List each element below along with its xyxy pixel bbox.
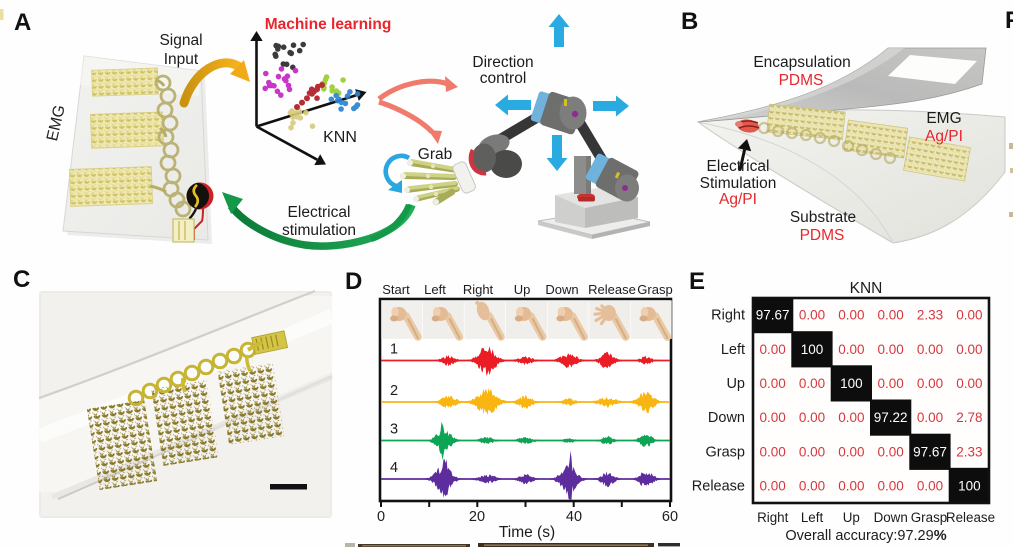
- svg-text:Right: Right: [463, 282, 494, 297]
- svg-text:KNN: KNN: [323, 129, 357, 146]
- svg-text:0.00: 0.00: [799, 478, 825, 493]
- svg-text:Encapsulation: Encapsulation: [753, 54, 850, 71]
- svg-text:0.00: 0.00: [760, 410, 786, 425]
- svg-text:Machine learning: Machine learning: [265, 16, 392, 33]
- svg-text:100: 100: [840, 376, 863, 391]
- svg-text:Release: Release: [946, 510, 995, 525]
- svg-text:Start: Start: [382, 282, 410, 297]
- svg-text:Down: Down: [545, 282, 578, 297]
- svg-text:Electrical: Electrical: [707, 158, 770, 175]
- svg-text:Left: Left: [721, 342, 745, 358]
- svg-text:0.00: 0.00: [956, 342, 982, 357]
- svg-text:PDMS: PDMS: [800, 227, 845, 244]
- svg-text:Electrical: Electrical: [288, 204, 351, 221]
- svg-text:0.00: 0.00: [760, 342, 786, 357]
- svg-text:Grasp: Grasp: [911, 510, 947, 525]
- svg-text:B: B: [681, 8, 698, 35]
- svg-text:Right: Right: [757, 510, 789, 525]
- svg-text:100: 100: [801, 342, 824, 357]
- svg-text:Left: Left: [424, 282, 446, 297]
- svg-text:Grab: Grab: [418, 146, 452, 163]
- svg-text:0.00: 0.00: [799, 410, 825, 425]
- svg-text:Up: Up: [843, 510, 860, 525]
- svg-text:2.33: 2.33: [956, 444, 982, 459]
- svg-text:0.00: 0.00: [838, 410, 864, 425]
- svg-text:Signal: Signal: [159, 32, 202, 49]
- svg-text:60: 60: [662, 509, 678, 525]
- svg-text:C: C: [13, 266, 30, 293]
- svg-text:E: E: [689, 268, 705, 295]
- svg-text:0.00: 0.00: [878, 342, 904, 357]
- svg-text:0.00: 0.00: [838, 444, 864, 459]
- svg-text:0.00: 0.00: [878, 308, 904, 323]
- svg-text:Grasp: Grasp: [637, 282, 672, 297]
- svg-text:stimulation: stimulation: [282, 222, 356, 239]
- svg-text:97.22: 97.22: [874, 410, 908, 425]
- svg-text:0.00: 0.00: [760, 444, 786, 459]
- svg-text:control: control: [480, 70, 527, 87]
- svg-text:0: 0: [377, 509, 385, 525]
- svg-text:2.78: 2.78: [956, 410, 982, 425]
- svg-text:EMG: EMG: [926, 110, 961, 127]
- svg-text:0.00: 0.00: [956, 376, 982, 391]
- svg-text:Release: Release: [588, 282, 636, 297]
- svg-text:0.00: 0.00: [956, 308, 982, 323]
- svg-text:A: A: [14, 9, 31, 36]
- svg-text:Overall accuracy:97.29%: Overall accuracy:97.29%: [785, 528, 946, 544]
- svg-text:Ag/PI: Ag/PI: [925, 128, 963, 145]
- svg-text:Substrate: Substrate: [790, 209, 856, 226]
- svg-text:2.33: 2.33: [917, 308, 943, 323]
- svg-text:0.00: 0.00: [878, 444, 904, 459]
- svg-text:0.00: 0.00: [760, 376, 786, 391]
- svg-text:Release: Release: [692, 478, 745, 494]
- svg-text:Up: Up: [514, 282, 531, 297]
- svg-text:0.00: 0.00: [760, 478, 786, 493]
- svg-text:Right: Right: [711, 308, 745, 324]
- svg-text:0.00: 0.00: [838, 308, 864, 323]
- svg-text:0.00: 0.00: [799, 376, 825, 391]
- svg-text:0.00: 0.00: [917, 342, 943, 357]
- svg-text:KNN: KNN: [850, 280, 883, 297]
- svg-text:20: 20: [469, 509, 485, 525]
- svg-text:PDMS: PDMS: [779, 72, 824, 89]
- svg-text:0.00: 0.00: [838, 342, 864, 357]
- svg-text:Down: Down: [708, 410, 745, 426]
- svg-text:Input: Input: [164, 51, 199, 68]
- svg-text:Time (s): Time (s): [499, 524, 555, 541]
- svg-text:0.00: 0.00: [917, 376, 943, 391]
- svg-text:4: 4: [390, 460, 398, 476]
- svg-text:0.00: 0.00: [917, 410, 943, 425]
- svg-text:Left: Left: [801, 510, 824, 525]
- svg-text:40: 40: [566, 509, 582, 525]
- svg-text:Up: Up: [726, 376, 745, 392]
- svg-text:Down: Down: [874, 510, 908, 525]
- svg-text:0.00: 0.00: [799, 444, 825, 459]
- svg-text:Stimulation: Stimulation: [700, 175, 777, 192]
- svg-text:D: D: [345, 268, 362, 295]
- svg-text:0.00: 0.00: [917, 478, 943, 493]
- svg-text:0.00: 0.00: [838, 478, 864, 493]
- svg-text:Direction: Direction: [472, 54, 533, 71]
- svg-text:0.00: 0.00: [878, 376, 904, 391]
- svg-text:1: 1: [390, 342, 398, 358]
- svg-text:Ag/PI: Ag/PI: [719, 191, 757, 208]
- svg-text:97.67: 97.67: [913, 444, 947, 459]
- svg-text:Grasp: Grasp: [706, 444, 746, 460]
- svg-text:2: 2: [390, 383, 398, 399]
- svg-text:0.00: 0.00: [799, 308, 825, 323]
- svg-text:0.00: 0.00: [878, 478, 904, 493]
- svg-text:100: 100: [958, 478, 981, 493]
- svg-text:3: 3: [390, 422, 398, 438]
- svg-text:F: F: [1005, 7, 1013, 34]
- svg-text:97.67: 97.67: [756, 308, 790, 323]
